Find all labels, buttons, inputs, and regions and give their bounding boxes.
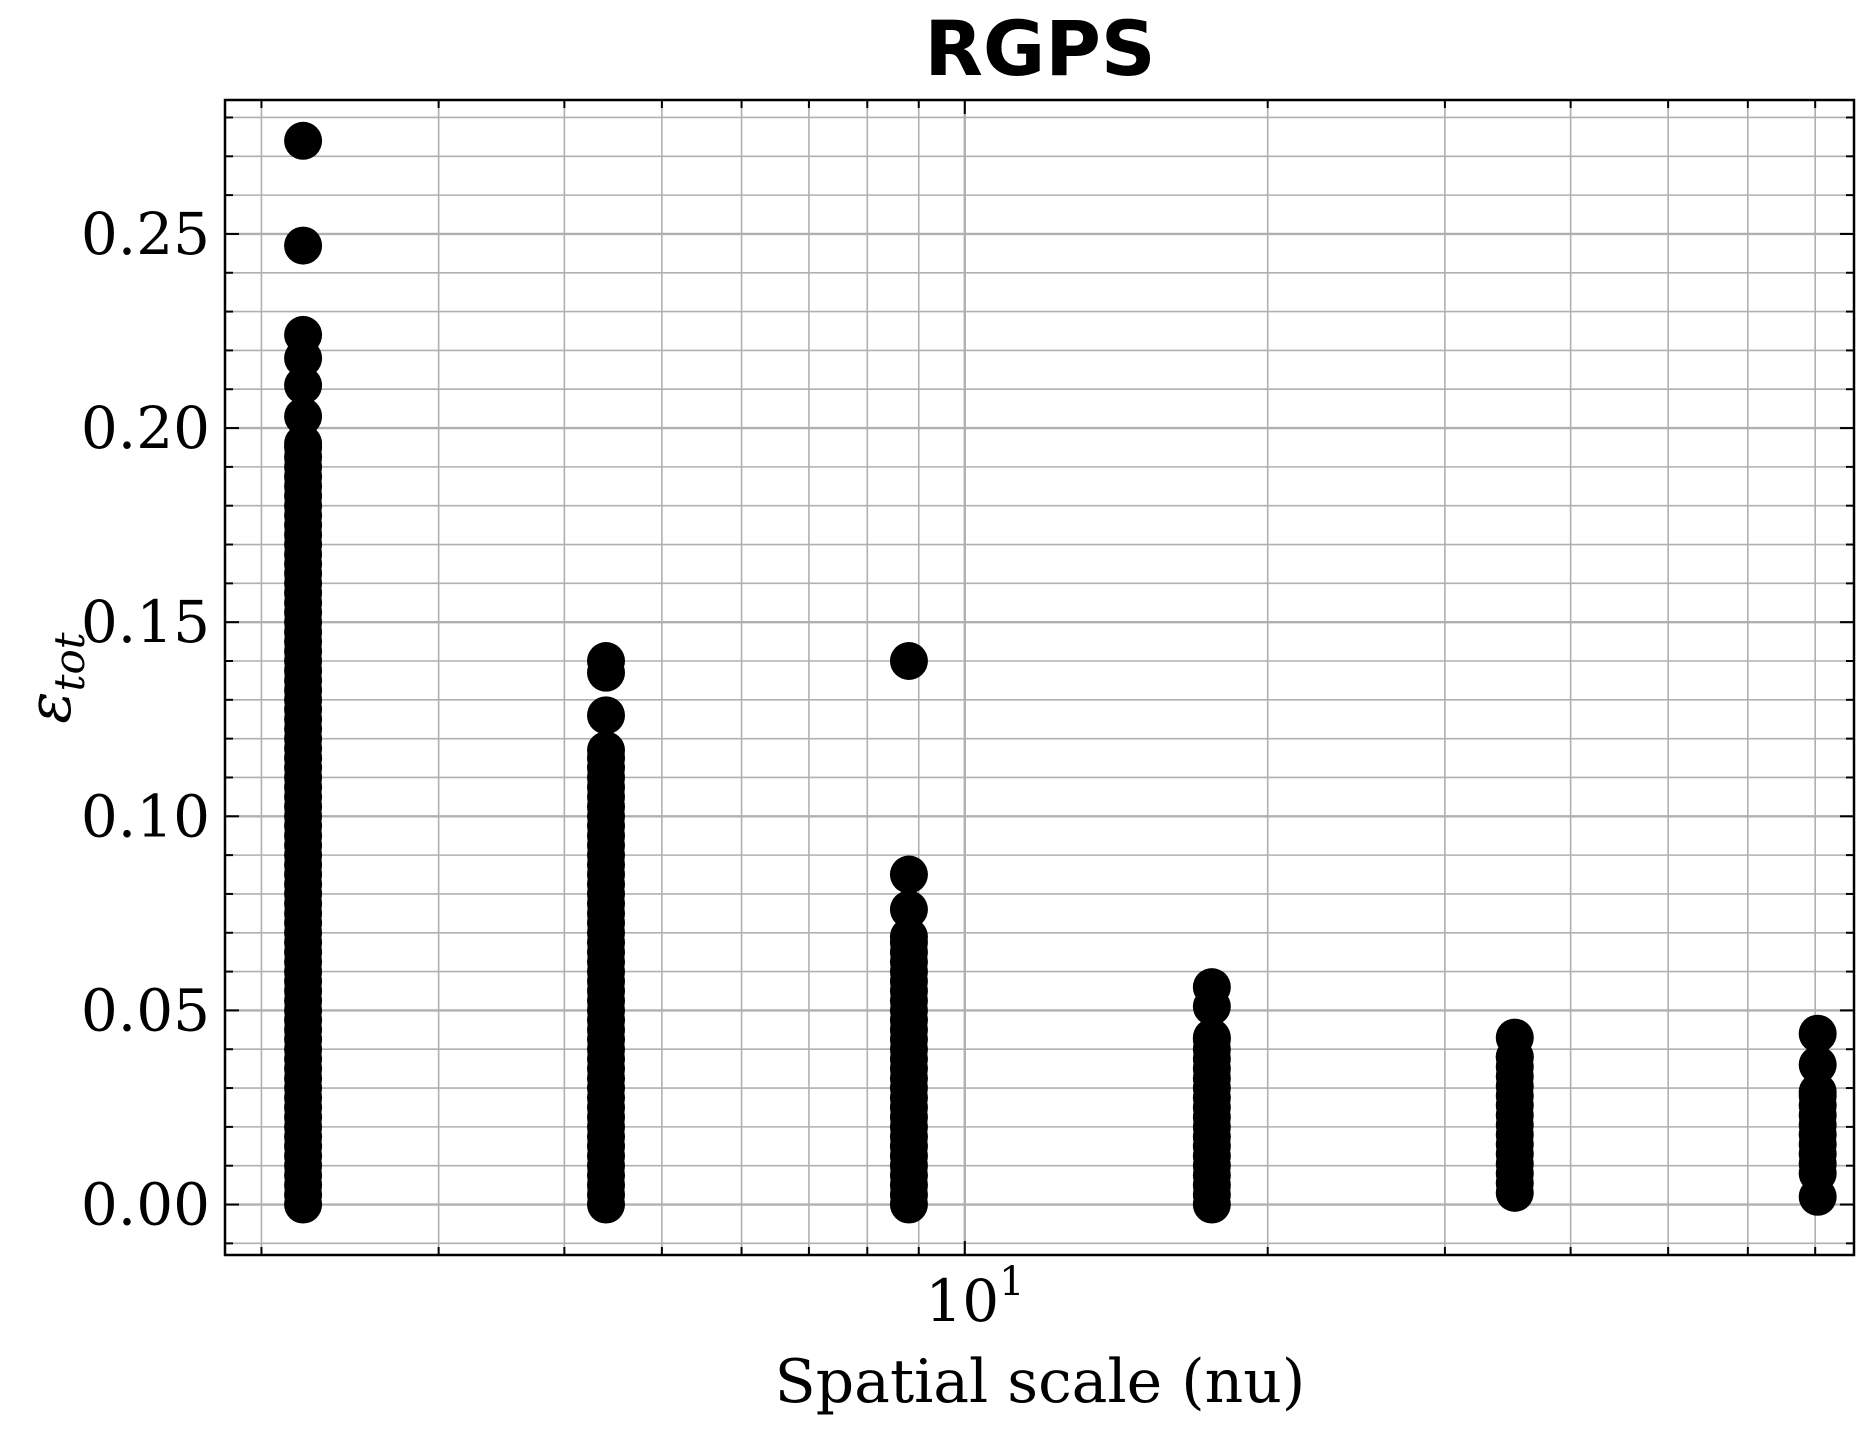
scatter-point [284, 397, 323, 436]
scatter-point [587, 696, 626, 735]
mean-marker [1805, 1140, 1830, 1159]
scatter-series [284, 121, 323, 1224]
scatter-series [1798, 1014, 1837, 1216]
y-tick-label: 0.10 [81, 782, 210, 850]
mean-marker [594, 1132, 619, 1151]
y-tick-labels: 0.00 0.05 0.10 0.15 0.20 0.25 [81, 200, 210, 1239]
scatter-series [1192, 968, 1231, 1224]
y-axis-label: εtot [15, 632, 94, 723]
x-axis-label: Spatial scale (nu) [775, 1347, 1306, 1417]
mean-marker [1199, 1140, 1224, 1159]
mean-marker [1502, 1144, 1527, 1163]
scatter-point [1798, 1045, 1837, 1084]
scatter-point [889, 917, 928, 956]
y-tick-label: 0.25 [81, 200, 210, 268]
y-tick-label: 0.05 [81, 976, 210, 1044]
scatter-point [587, 642, 626, 680]
scatter-series [889, 642, 928, 1224]
scatter-point [889, 855, 928, 894]
y-tick-label: 0.20 [81, 394, 210, 462]
chart-title: RGPS [924, 4, 1155, 93]
scatter-point [587, 731, 626, 770]
scatter-series [1495, 1018, 1534, 1212]
scatter-point [1495, 1018, 1534, 1057]
mean-marker [896, 1136, 921, 1155]
scatter-point [1798, 1072, 1837, 1111]
scatter-point [889, 890, 928, 929]
scatter-point [1798, 1014, 1837, 1053]
scatter-point [1192, 968, 1231, 1007]
axis-ticks [225, 100, 1854, 1255]
scatter-point [1192, 1018, 1231, 1057]
x-tick-label-10: 101 [925, 1259, 1024, 1335]
scatter-point [284, 226, 323, 265]
y-tick-label: 0.15 [81, 588, 210, 656]
mean-marker [291, 1124, 316, 1143]
plot-frame [223, 98, 1856, 1257]
scatter-point [284, 424, 323, 463]
scatter-series [587, 642, 626, 1224]
scatter-point [889, 642, 928, 680]
scatter-point [284, 315, 323, 354]
scatter-point [1798, 1177, 1837, 1216]
grid-layer [225, 100, 1854, 1255]
scatter-point [284, 121, 323, 160]
y-tick-label: 0.00 [81, 1171, 210, 1239]
data-points [284, 121, 1837, 1224]
scatter-point [284, 366, 323, 405]
